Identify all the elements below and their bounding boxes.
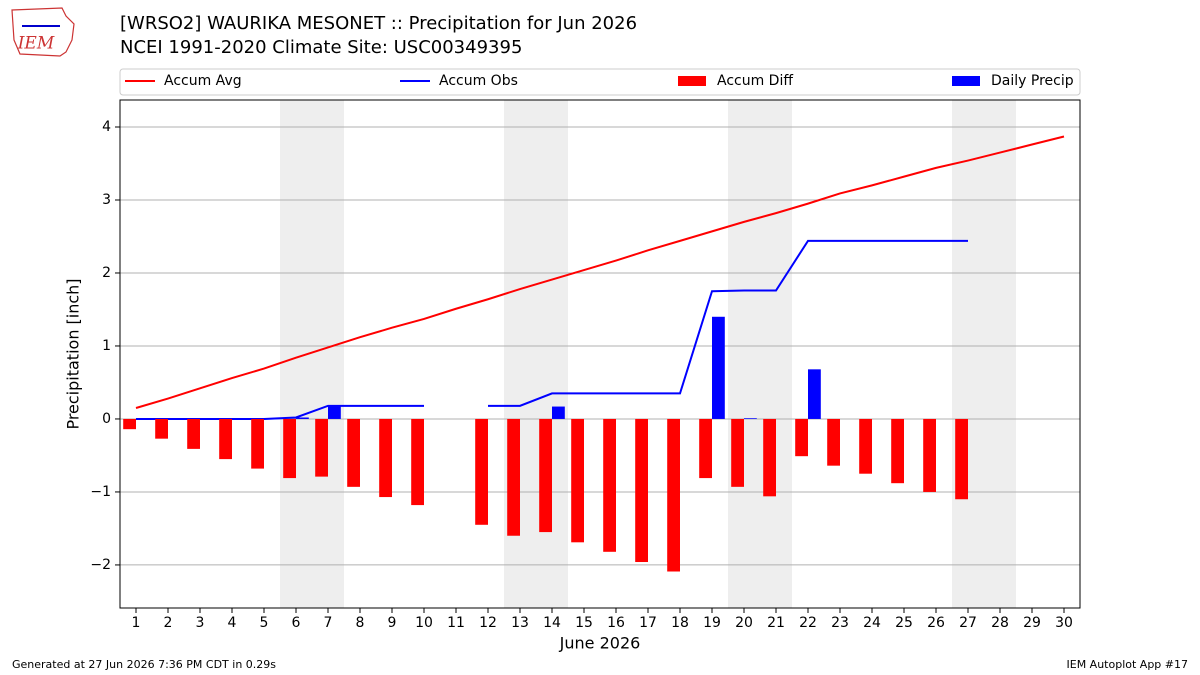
footer-left: Generated at 27 Jun 2026 7:36 PM CDT in … <box>12 658 276 671</box>
bar <box>379 418 392 498</box>
y-tick-label: 1 <box>102 338 111 354</box>
bar <box>347 418 360 487</box>
footer-right: IEM Autoplot App #17 <box>1067 658 1189 671</box>
x-tick-label: 6 <box>292 615 301 631</box>
logo-text: IEM <box>17 34 55 54</box>
bar <box>315 418 328 477</box>
x-tick-label: 12 <box>479 615 497 631</box>
bar <box>827 418 840 466</box>
bar <box>763 418 776 497</box>
x-tick-label: 24 <box>863 615 881 631</box>
weekend-band <box>760 100 792 608</box>
bar <box>808 369 821 419</box>
x-tick-label: 4 <box>228 615 237 631</box>
bar <box>667 418 680 572</box>
x-tick-label: 25 <box>895 615 913 631</box>
bar <box>251 418 264 469</box>
x-tick-label: 20 <box>735 615 753 631</box>
bar <box>795 418 808 457</box>
legend-box <box>119 68 1081 96</box>
chart-title: [WRSO2] WAURIKA MESONET :: Precipitation… <box>120 13 637 34</box>
legend-label: Accum Diff <box>717 73 793 89</box>
x-tick-label: 27 <box>959 615 977 631</box>
bar <box>699 418 712 479</box>
weekend-band <box>728 100 760 608</box>
x-tick-label: 7 <box>324 615 333 631</box>
x-tick-label: 19 <box>703 615 721 631</box>
x-tick-label: 26 <box>927 615 945 631</box>
bar <box>859 418 872 474</box>
bar <box>744 418 757 419</box>
x-tick-label: 21 <box>767 615 785 631</box>
bar <box>411 418 424 506</box>
bar <box>552 406 565 419</box>
bar <box>712 316 725 419</box>
bar <box>923 418 936 492</box>
weekend-band <box>312 100 344 608</box>
bar <box>155 418 168 439</box>
x-tick-label: 14 <box>543 615 561 631</box>
x-tick-label: 11 <box>447 615 465 631</box>
x-axis-label: June 2026 <box>559 634 641 653</box>
bar <box>891 418 904 484</box>
x-tick-label: 28 <box>991 615 1009 631</box>
x-tick-label: 16 <box>607 615 625 631</box>
x-tick-label: 3 <box>196 615 205 631</box>
x-tick-label: 2 <box>164 615 173 631</box>
bar <box>219 418 232 460</box>
x-tick-label: 17 <box>639 615 657 631</box>
bar <box>296 417 309 419</box>
bar <box>955 418 968 500</box>
x-tick-label: 30 <box>1055 615 1073 631</box>
x-tick-label: 9 <box>388 615 397 631</box>
y-tick-label: −1 <box>90 484 111 500</box>
y-tick-label: 0 <box>102 411 111 427</box>
legend-swatch <box>952 76 980 86</box>
logo: IEM <box>11 7 75 57</box>
bar <box>507 418 520 536</box>
bar <box>283 418 296 479</box>
x-tick-label: 5 <box>260 615 269 631</box>
y-tick-label: 4 <box>102 119 111 135</box>
bar <box>571 418 584 543</box>
y-axis-label: Precipitation [inch] <box>64 278 83 429</box>
x-tick-label: 13 <box>511 615 529 631</box>
x-tick-label: 22 <box>799 615 817 631</box>
y-tick-label: −2 <box>90 557 111 573</box>
bar <box>187 418 200 449</box>
bar <box>328 406 341 419</box>
plot-frame <box>119 99 1081 609</box>
x-tick-label: 1 <box>132 615 141 631</box>
x-tick-label: 23 <box>831 615 849 631</box>
line <box>135 135 1065 409</box>
x-tick-label: 29 <box>1023 615 1041 631</box>
legend-label: Accum Avg <box>164 73 242 89</box>
chart-subtitle: NCEI 1991-2020 Climate Site: USC00349395 <box>120 37 522 58</box>
logo-outline <box>11 7 75 57</box>
x-tick-label: 10 <box>415 615 433 631</box>
weekend-band <box>984 100 1016 608</box>
bar <box>731 418 744 487</box>
legend-label: Accum Obs <box>439 73 518 89</box>
line <box>136 239 968 420</box>
bar <box>475 418 488 525</box>
bar <box>123 418 136 430</box>
legend-swatch <box>678 76 706 86</box>
x-tick-label: 15 <box>575 615 593 631</box>
weekend-band <box>952 100 984 608</box>
x-tick-label: 8 <box>356 615 365 631</box>
y-tick-label: 2 <box>102 265 111 281</box>
x-tick-label: 18 <box>671 615 689 631</box>
bar <box>635 418 648 563</box>
y-tick-label: 3 <box>102 192 111 208</box>
bar <box>603 418 616 552</box>
bar <box>539 418 552 533</box>
legend-label: Daily Precip <box>991 73 1074 89</box>
